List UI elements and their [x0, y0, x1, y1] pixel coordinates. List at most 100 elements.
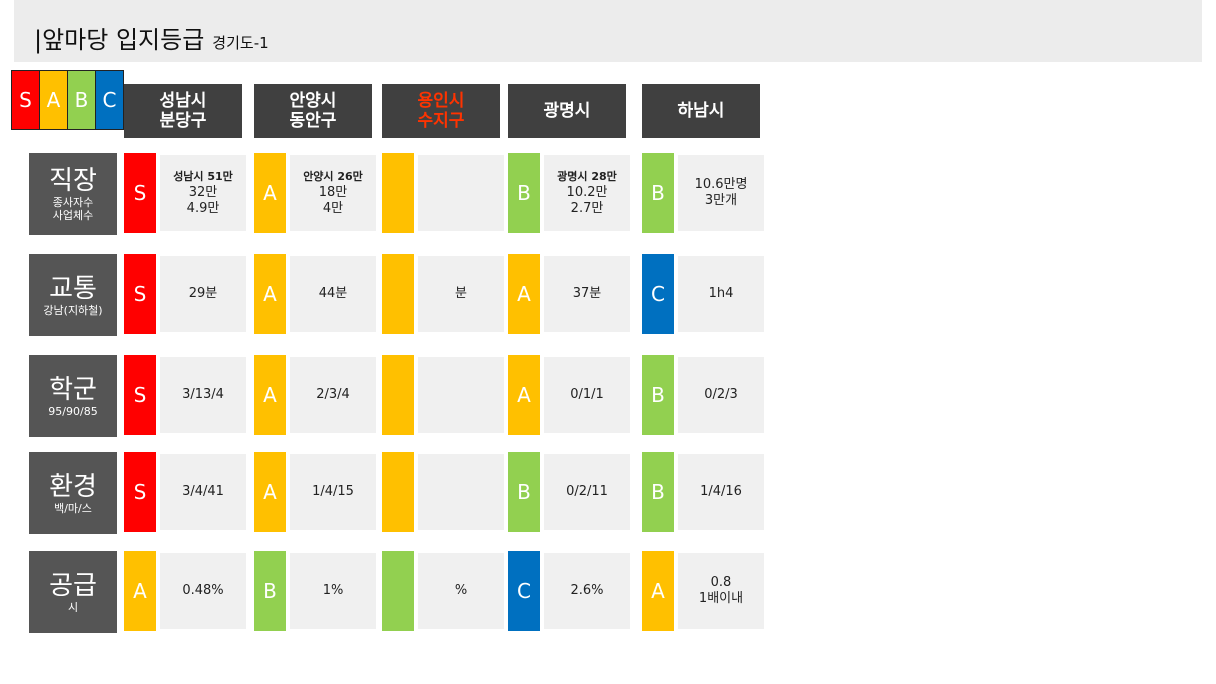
grade-badge: C: [508, 551, 540, 631]
cell-value: [418, 454, 504, 530]
grade-badge: C: [642, 254, 674, 334]
grade-badge: A: [124, 551, 156, 631]
legend-item-a: A: [39, 70, 68, 130]
row-header-title: 학군: [49, 374, 97, 405]
cell-text: 2/3/4: [316, 387, 350, 402]
grade-badge: A: [642, 551, 674, 631]
column-header: 하남시: [642, 84, 760, 138]
cell-value: 1/4/15: [290, 454, 376, 530]
cell-text: 37분: [572, 286, 602, 301]
cell-text: 10.2만: [566, 185, 608, 200]
row-header-subtitle: 사업체수: [52, 209, 94, 222]
cell-value: 3/13/4: [160, 357, 246, 433]
cell-value: [418, 155, 504, 231]
column-header-line1: 안양시: [289, 91, 337, 111]
title-prefix: |: [34, 26, 43, 54]
cell-value: 0/1/1: [544, 357, 630, 433]
column-header-line1: 용인시: [417, 91, 465, 111]
cell-text: 1/4/15: [312, 484, 354, 499]
cell-value: 1h4: [678, 256, 764, 332]
row-header-title: 직장: [49, 166, 97, 196]
row-header: 공급 시: [29, 551, 117, 633]
row-header-title: 환경: [49, 471, 97, 502]
cell-text: 4만: [322, 201, 344, 216]
title-main: 앞마당 입지등급: [42, 26, 205, 54]
page-title: |앞마당 입지등급 경기도-1: [34, 20, 269, 55]
cell-text: 1h4: [708, 286, 734, 301]
grade-badge: [382, 254, 414, 334]
legend-item-c: C: [95, 70, 124, 130]
grade-badge: B: [508, 452, 540, 532]
grade-badge: A: [508, 355, 540, 435]
cell-value: 10.6만명 3만개: [678, 155, 764, 231]
cell-text: 1배이내: [698, 591, 744, 606]
cell-value: 0/2/3: [678, 357, 764, 433]
row-header: 학군 95/90/85: [29, 355, 117, 437]
cell-text: 1%: [322, 583, 344, 598]
row-header: 환경 백/마/스: [29, 452, 117, 534]
cell-text: 0.48%: [182, 583, 224, 598]
row-header-subtitle: 95/90/85: [48, 404, 98, 418]
row-header-title: 교통: [49, 273, 97, 304]
cell-value: 성남시 51만 32만 4.9만: [160, 155, 246, 231]
cell-value: 0.48%: [160, 553, 246, 629]
cell-value: 3/4/41: [160, 454, 246, 530]
column-header-line1: 광명시: [543, 101, 591, 121]
grade-badge: S: [124, 355, 156, 435]
grade-badge: [382, 153, 414, 233]
cell-text: 32만: [188, 185, 218, 200]
cell-text: 3만개: [704, 193, 738, 208]
column-header: 안양시 동안구: [254, 84, 372, 138]
cell-value: 44분: [290, 256, 376, 332]
row-header-title: 공급: [49, 570, 97, 601]
row-header: 직장 종사자수 사업체수: [29, 153, 117, 235]
row-header-subtitle: 시: [67, 600, 79, 614]
cell-text: 44분: [318, 286, 348, 301]
cell-text: 0/2/11: [566, 484, 608, 499]
cell-text: 3/4/41: [182, 484, 224, 499]
cell-text: 2.7만: [570, 201, 604, 216]
cell-text: 10.6만명: [694, 177, 748, 192]
cell-value: 0.8 1배이내: [678, 553, 764, 629]
cell-text: 3/13/4: [182, 387, 224, 402]
cell-text: 2.6%: [570, 583, 604, 598]
column-header-line2: 동안구: [289, 111, 337, 131]
grade-badge: A: [254, 355, 286, 435]
cell-text: 0.8: [710, 575, 732, 590]
title-sub: 경기도-1: [212, 34, 269, 52]
grade-badge: B: [254, 551, 286, 631]
cell-value: 분: [418, 256, 504, 332]
cell-value: 1%: [290, 553, 376, 629]
grade-badge: A: [254, 254, 286, 334]
row-header-subtitle: 강남(지하철): [43, 303, 103, 317]
cell-text: 분: [455, 286, 467, 301]
cell-value: 0/2/11: [544, 454, 630, 530]
cell-text: 4.9만: [186, 201, 220, 216]
cell-value: %: [418, 553, 504, 629]
grade-badge: B: [642, 452, 674, 532]
grade-badge: B: [642, 153, 674, 233]
cell-text: 1/4/16: [700, 484, 742, 499]
grade-badge: [382, 355, 414, 435]
grade-badge: A: [508, 254, 540, 334]
cell-text: 29분: [188, 286, 218, 301]
cell-bold-text: 안양시 26만: [303, 170, 363, 183]
column-header: 광명시: [508, 84, 626, 138]
grade-badge: B: [642, 355, 674, 435]
cell-text: %: [454, 583, 468, 598]
column-header: 용인시 수지구: [382, 84, 500, 138]
legend-item-s: S: [11, 70, 40, 130]
grade-badge: [382, 551, 414, 631]
column-header-line2: 분당구: [159, 111, 207, 131]
row-header: 교통 강남(지하철): [29, 254, 117, 336]
cell-value: 2/3/4: [290, 357, 376, 433]
grade-badge: S: [124, 153, 156, 233]
cell-value: 광명시 28만 10.2만 2.7만: [544, 155, 630, 231]
column-header-line1: 하남시: [677, 101, 725, 121]
grade-badge: S: [124, 254, 156, 334]
cell-value: [418, 357, 504, 433]
legend-item-b: B: [67, 70, 96, 130]
grade-badge: B: [508, 153, 540, 233]
cell-value: 1/4/16: [678, 454, 764, 530]
